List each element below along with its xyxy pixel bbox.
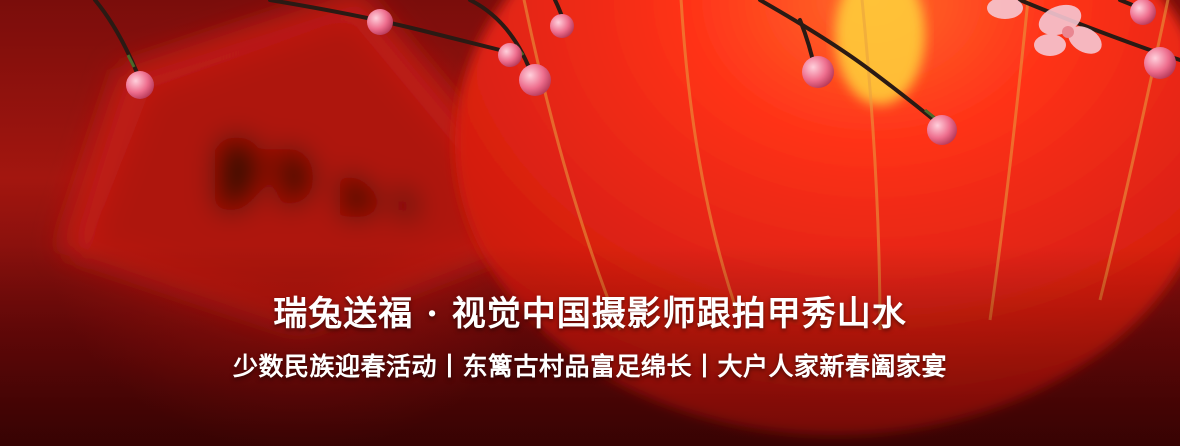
banner-subtitle: 少数民族迎春活动丨东篱古村品富足绵长丨大户人家新春阖家宴 — [232, 352, 947, 381]
banner-title: 瑞兔送福 · 视觉中国摄影师跟拍甲秀山水 — [273, 294, 907, 334]
